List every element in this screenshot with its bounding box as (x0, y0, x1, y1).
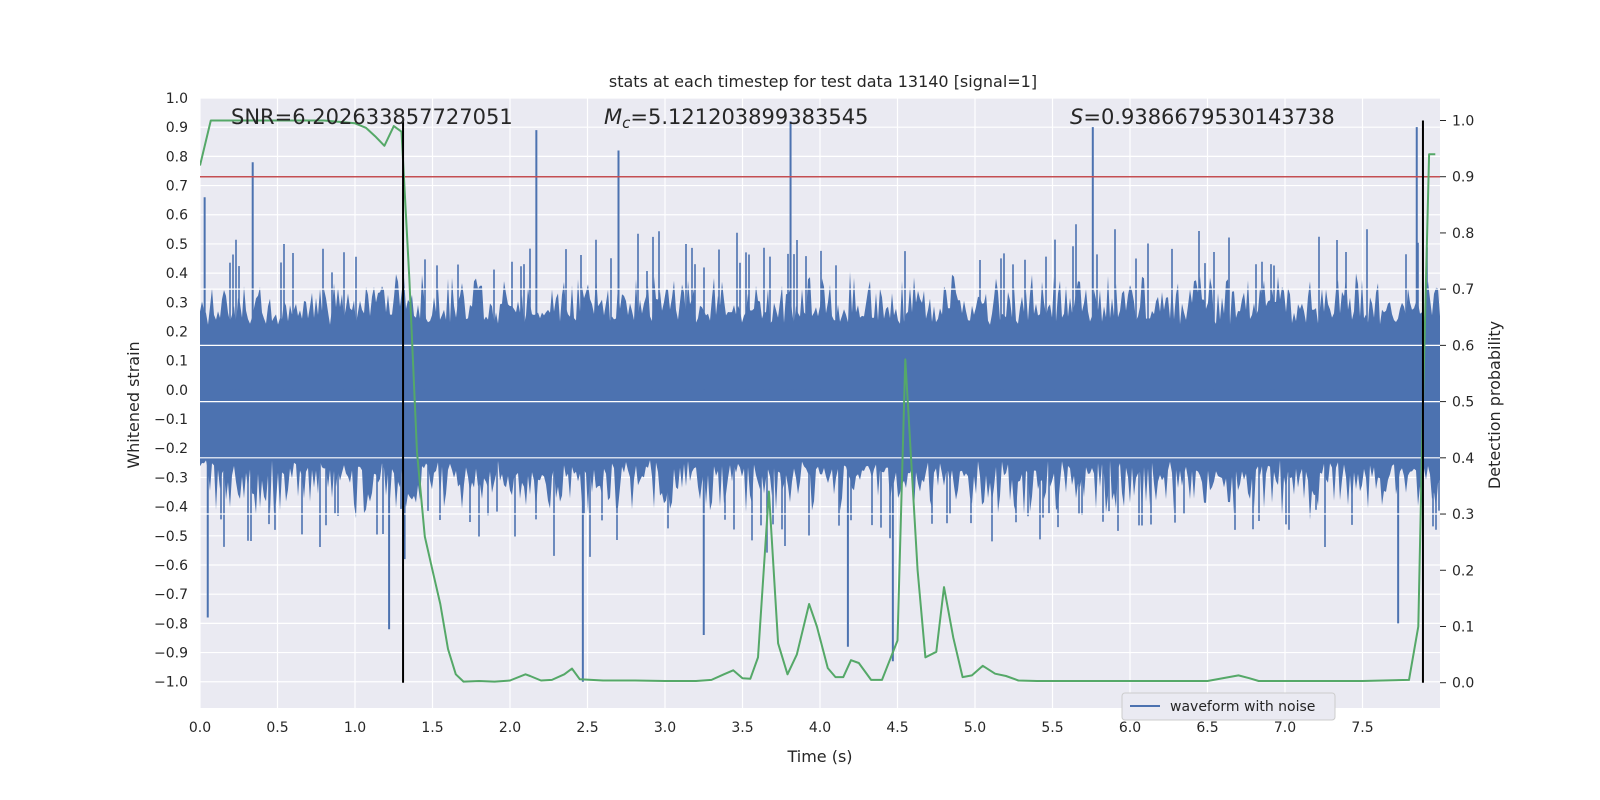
y-tick-label: −0.6 (154, 558, 188, 574)
x-tick-label: 7.0 (1274, 720, 1296, 736)
legend-box (1121, 692, 1336, 721)
y-tick-label: −0.5 (154, 529, 188, 545)
y-tick-label: −0.3 (154, 470, 188, 486)
waveform-spikes (203, 121, 1440, 682)
x-tick-label: 1.0 (344, 720, 366, 736)
y2-gridlines (200, 288, 1440, 515)
y-tick-label: 0.6 (166, 208, 188, 224)
x-tick-label: 1.5 (421, 720, 443, 736)
y-tick-label: −0.4 (154, 500, 188, 516)
y-tick-label: 0.5 (166, 237, 188, 253)
x-tick-label: 6.0 (1119, 720, 1141, 736)
chart-title: stats at each timestep for test data 131… (609, 72, 1037, 91)
s-annotation: S=0.9386679530143738 (1070, 105, 1335, 129)
s-value: =0.9386679530143738 (1083, 105, 1334, 129)
y2-tick-label: 0.4 (1452, 451, 1474, 467)
y2-ticks: 1.0 0.9 0.8 0.7 0.6 0.5 0.4 0.3 0.2 0.1 0.0 (1440, 113, 1474, 692)
x-tick-label: 4.5 (886, 720, 908, 736)
snr-annotation: SNR=6.202633857727051 (231, 105, 513, 129)
legend: waveform with noise (1121, 692, 1336, 721)
y-tick-label: 0.8 (166, 149, 188, 165)
x-tick-label: 5.5 (1041, 720, 1063, 736)
y2-tick-label: 0.0 (1452, 676, 1474, 692)
y-tick-label: 0.4 (166, 266, 188, 282)
x-tick-label: 5.0 (964, 720, 986, 736)
y-tick-label: −0.9 (154, 646, 188, 662)
y2-tick-label: 1.0 (1452, 113, 1474, 129)
y2-tick-label: 0.7 (1452, 282, 1474, 298)
chirp-mass-value: =5.121203899383545 (630, 105, 868, 129)
detection-probability-line (200, 119, 1436, 683)
y-tick-label: −1.0 (154, 675, 188, 691)
event-markers (402, 120, 1424, 683)
y-axis-label: Whitened strain (124, 341, 143, 468)
y2-tick-label: 0.5 (1452, 395, 1474, 411)
y-tick-label: 1.0 (166, 91, 188, 107)
y2-tick-label: 0.6 (1452, 338, 1474, 354)
x-tick-label: 7.5 (1351, 720, 1373, 736)
s-symbol: S (1070, 105, 1083, 129)
y-tick-label: 0.0 (166, 383, 188, 399)
x-tick-label: 4.0 (809, 720, 831, 736)
chirp-mass-annotation: Mc=5.121203899383545 (604, 105, 868, 132)
x-tick-label: 0.5 (266, 720, 288, 736)
x-tick-label: 0.0 (189, 720, 211, 736)
x-tick-label: 2.5 (576, 720, 598, 736)
y-tick-label: 0.9 (166, 120, 188, 136)
x-tick-label: 6.5 (1196, 720, 1218, 736)
y-tick-label: −0.1 (154, 412, 188, 428)
x-tick-labels: 0.0 0.5 1.0 1.5 2.0 2.5 3.0 3.5 4.0 4.5 5.0 5.5 6.0 6… (189, 720, 1374, 736)
y-tick-label: −0.8 (154, 616, 188, 632)
chirp-mass-subscript: c (622, 114, 631, 132)
y2-tick-label: 0.2 (1452, 563, 1474, 579)
x-tick-label: 3.5 (731, 720, 753, 736)
y2-tick-label: 0.8 (1452, 226, 1474, 242)
y-tick-label: −0.7 (154, 587, 188, 603)
y2-tick-label: 0.1 (1452, 619, 1474, 635)
y-tick-label: −0.2 (154, 441, 188, 457)
y-tick-label: 0.1 (166, 354, 188, 370)
y2-axis-label: Detection probability (1485, 321, 1504, 489)
y2-tick-label: 0.3 (1452, 507, 1474, 523)
x-axis-label: Time (s) (786, 747, 852, 766)
y-tick-label: 0.7 (166, 179, 188, 195)
legend-label: waveform with noise (1170, 699, 1315, 715)
y-tick-label: 0.2 (166, 324, 188, 340)
x-tick-label: 3.0 (654, 720, 676, 736)
x-tick-label: 2.0 (499, 720, 521, 736)
y-tick-label: 0.3 (166, 295, 188, 311)
y2-tick-label: 0.9 (1452, 170, 1474, 186)
chirp-mass-symbol: M (604, 105, 622, 129)
y-tick-labels: 1.0 0.9 0.8 0.7 0.6 0.5 0.4 0.3 0.2 0.1 0.0 −0.1 −0.… (154, 91, 188, 691)
